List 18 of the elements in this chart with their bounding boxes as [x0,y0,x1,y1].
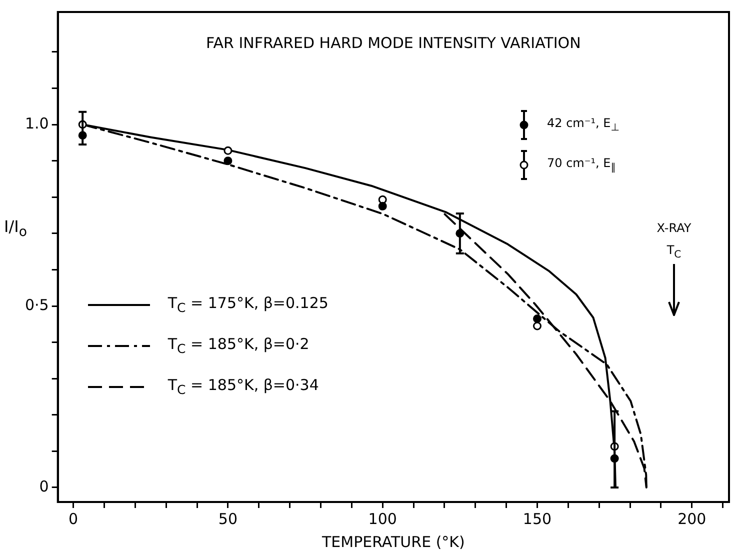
y-tick-label: 0 [39,477,49,496]
y-tick-label: 1.0 [24,114,49,132]
legend-label: T$_{C}$ = 185°K, β=0·2 [168,335,310,356]
x-tick-label: 150 [522,510,552,528]
x-tick-label: 0 [68,510,78,528]
legend-label: 42 cm⁻¹, E$_{⊥}$ [547,116,620,134]
x-tick-label: 50 [218,510,238,528]
legend-label: 70 cm⁻¹, E$_{∥}$ [547,156,616,174]
annotation: X-RAY [656,221,692,235]
x-tick-label: 200 [678,510,706,528]
y-tick-label: 0·5 [24,296,49,314]
x-tick-label: 100 [368,510,397,528]
legend-label: T$_{C}$ = 185°K, β=0·34 [168,376,319,397]
x-axis-title: TEMPERATURE (°K) [320,532,465,551]
annotation: T$_{C}$ [666,243,682,260]
legend-label: T$_{C}$ = 175°K, β=0.125 [168,294,328,315]
y-axis-title: I/I$_{o}$ [4,217,27,240]
text: FAR INFRARED HARD MODE INTENSITY VARIATION [206,34,581,52]
